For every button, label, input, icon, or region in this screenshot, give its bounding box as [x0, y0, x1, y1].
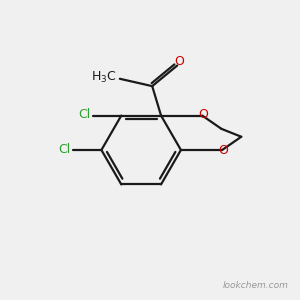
Text: H$_3$C: H$_3$C [91, 70, 116, 85]
Text: O: O [175, 56, 184, 68]
Text: O: O [218, 144, 228, 157]
Text: O: O [198, 109, 208, 122]
Text: lookchem.com: lookchem.com [223, 281, 288, 290]
Text: Cl: Cl [78, 109, 90, 122]
Text: Cl: Cl [58, 143, 70, 156]
